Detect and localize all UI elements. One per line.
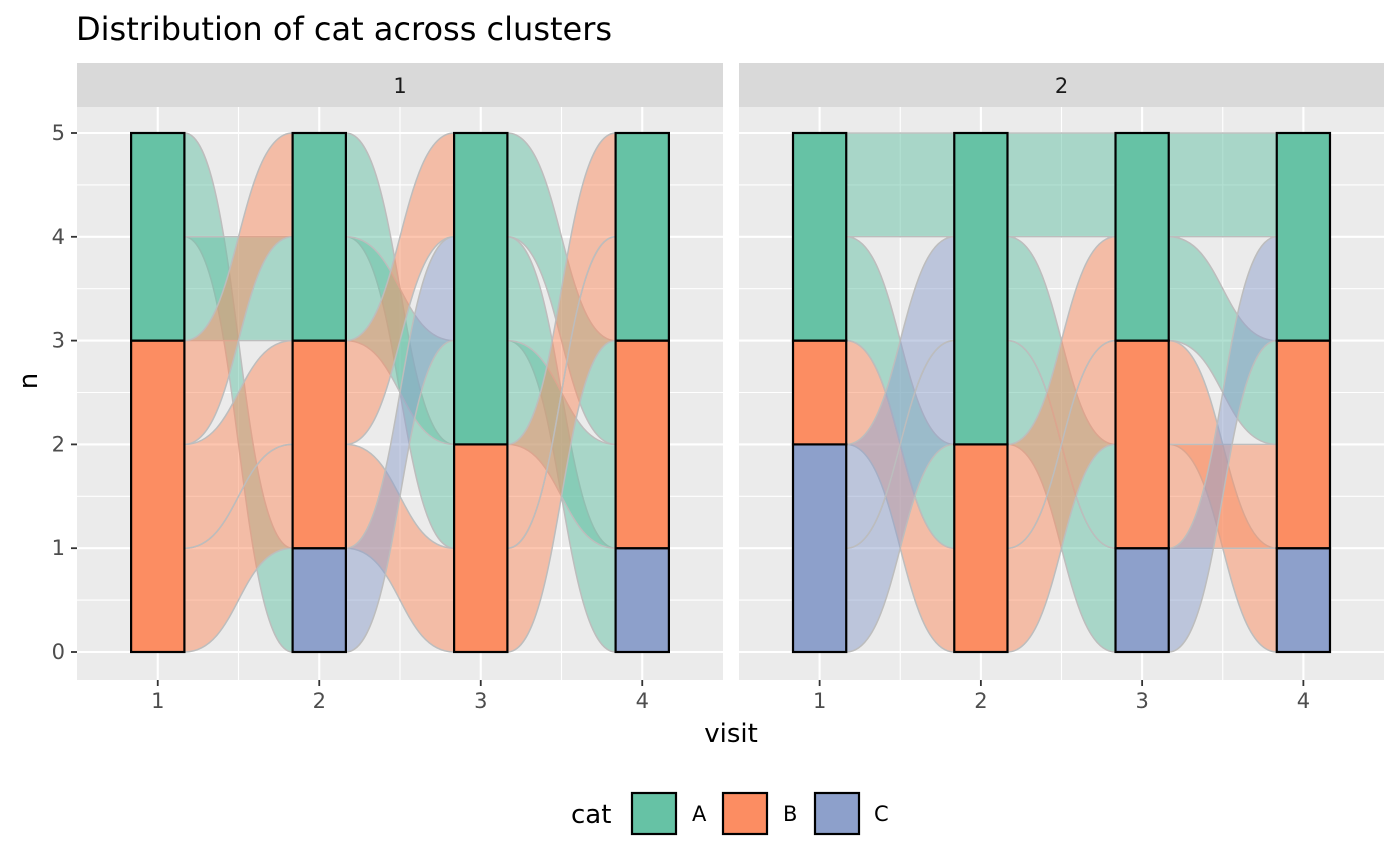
x-tick-label: 3 <box>1135 689 1148 713</box>
facet-panels: 1 1 2 3 4 0 1 2 3 4 5 2 1 2 3 4 <box>52 63 1384 713</box>
x-tick-label: 4 <box>1297 689 1310 713</box>
legend-key-B <box>721 791 769 836</box>
stratum-A <box>614 131 670 342</box>
flow-A <box>845 132 956 238</box>
facet-panel-2: 2 1 2 3 4 <box>739 63 1384 713</box>
y-tick-label: 3 <box>52 329 65 353</box>
y-tick-label: 5 <box>52 121 65 145</box>
stratum-B <box>1275 339 1332 550</box>
flows <box>845 132 1278 653</box>
legend: cat A B C <box>571 791 889 836</box>
facet-panel-1: 1 1 2 3 4 0 1 2 3 4 5 <box>52 63 723 713</box>
stratum-B <box>453 443 509 654</box>
legend-title: cat <box>571 800 611 830</box>
facet-strip-label: 2 <box>1055 74 1068 98</box>
stratum-B <box>614 339 670 550</box>
stratum-A <box>791 131 848 342</box>
stratum-C <box>291 547 347 654</box>
x-tick-label: 2 <box>313 689 326 713</box>
y-tick-label: 0 <box>52 640 65 664</box>
x-tick-label: 4 <box>636 689 649 713</box>
y-tick-label: 2 <box>52 432 65 456</box>
facet-strip <box>77 63 723 107</box>
stratum-C <box>1275 547 1332 654</box>
x-tick-label: 1 <box>151 689 164 713</box>
stratum-A <box>453 131 509 446</box>
x-axis-title: visit <box>704 719 758 749</box>
facet-strip-label: 1 <box>393 74 406 98</box>
facet-strip <box>739 63 1384 107</box>
legend-label-C: C <box>874 802 889 826</box>
stratum-B <box>791 339 848 446</box>
x-tick-label: 1 <box>813 689 826 713</box>
stratum-B <box>130 339 186 654</box>
legend-label-B: B <box>783 802 797 826</box>
stratum-A <box>130 131 186 342</box>
y-tick-label: 4 <box>52 225 65 249</box>
stratum-C <box>614 547 670 654</box>
y-tick-label: 1 <box>52 536 65 560</box>
x-tick-label: 3 <box>474 689 487 713</box>
stratum-A <box>1114 131 1170 342</box>
legend-key-A <box>630 791 678 836</box>
stratum-A <box>953 131 1009 446</box>
y-axis-title: n <box>14 373 44 389</box>
x-tick-label: 2 <box>974 689 987 713</box>
legend-key-C <box>813 791 861 836</box>
stratum-C <box>1114 547 1170 654</box>
flow-A <box>1006 132 1117 238</box>
chart-title: Distribution of cat across clusters <box>76 10 612 48</box>
flow-A <box>1167 132 1278 238</box>
stratum-B <box>291 339 347 550</box>
stratum-B <box>953 443 1009 654</box>
legend-label-A: A <box>692 802 707 826</box>
strata <box>130 131 670 654</box>
flows <box>183 132 617 653</box>
stratum-B <box>1114 339 1170 550</box>
stratum-A <box>1275 131 1332 342</box>
stratum-A <box>291 131 347 342</box>
stratum-C <box>791 443 848 654</box>
strata <box>791 131 1332 654</box>
